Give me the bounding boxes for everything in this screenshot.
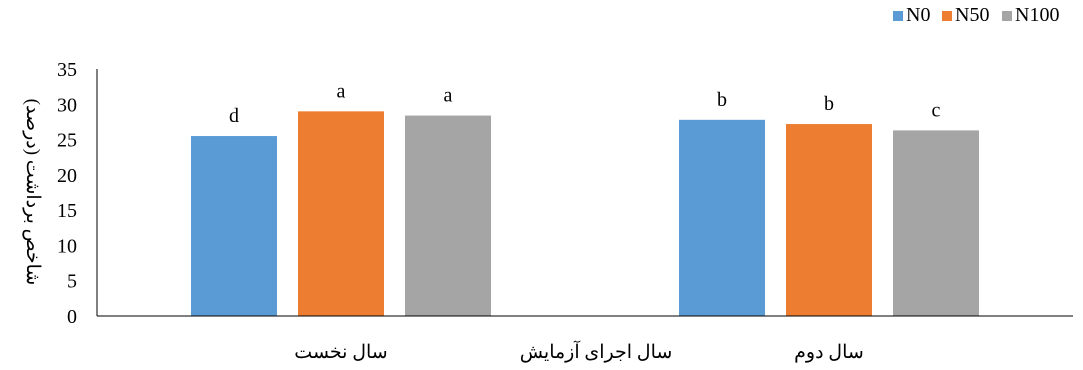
y-tick-label: 30 bbox=[57, 94, 77, 116]
bar-n0-2 bbox=[679, 119, 765, 316]
bars: d a a b b c bbox=[191, 80, 979, 316]
bar-data-label: c bbox=[932, 99, 941, 121]
y-tick-label: 0 bbox=[67, 306, 77, 328]
bar-data-label: a bbox=[337, 80, 346, 102]
bar-n50-1 bbox=[298, 111, 384, 316]
y-tick-label: 20 bbox=[57, 165, 77, 187]
bar-data-label: d bbox=[229, 105, 239, 127]
bar-data-label: b bbox=[717, 89, 727, 111]
legend: N0 N50 N100 bbox=[893, 4, 1059, 26]
y-axis: 0 5 10 15 20 25 30 35 bbox=[57, 59, 98, 328]
category-label: سال دوم bbox=[794, 342, 864, 363]
legend-label-n100: N100 bbox=[1015, 4, 1059, 26]
bar-data-label: b bbox=[824, 93, 834, 115]
bar-n0-1 bbox=[191, 136, 277, 316]
category-label: سال نخست bbox=[294, 342, 387, 363]
legend-swatch-n100 bbox=[1002, 11, 1012, 21]
x-axis-title: سال اجرای آزمایش bbox=[520, 340, 673, 363]
legend-swatch-n50 bbox=[942, 11, 952, 21]
legend-label-n0: N0 bbox=[906, 4, 930, 26]
legend-label-n50: N50 bbox=[955, 4, 989, 26]
y-tick-label: 35 bbox=[57, 59, 77, 81]
legend-swatch-n0 bbox=[893, 11, 903, 21]
bar-data-label: a bbox=[444, 85, 453, 107]
y-tick-label: 10 bbox=[57, 235, 77, 257]
y-tick-label: 15 bbox=[57, 200, 77, 222]
bar-n100-1 bbox=[405, 115, 491, 316]
y-axis-title: شاخص برداشت (درصد) bbox=[22, 99, 43, 286]
bar-n100-2 bbox=[893, 130, 979, 316]
y-tick-label: 25 bbox=[57, 130, 77, 152]
y-tick-label: 5 bbox=[67, 271, 77, 293]
bar-n50-2 bbox=[786, 124, 872, 316]
x-axis: سال نخست سال دوم bbox=[97, 315, 1073, 363]
